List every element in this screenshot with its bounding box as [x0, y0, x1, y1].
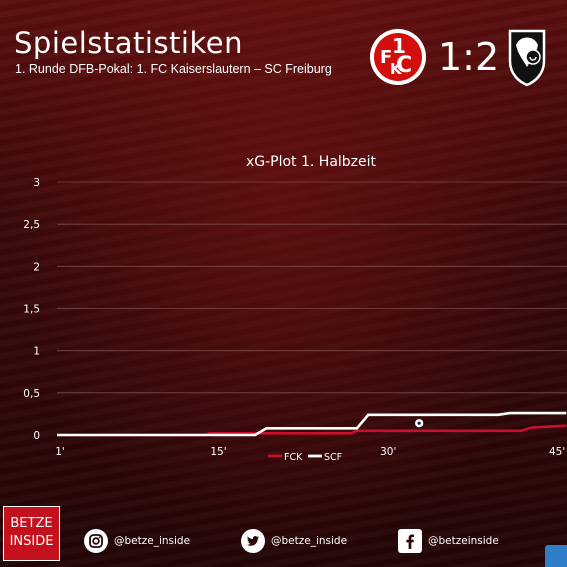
chart-legend: FCK SCF	[268, 452, 342, 463]
instagram-link[interactable]: @betze_inside	[84, 528, 190, 554]
fck-crest-icon: 1 F C K	[370, 29, 426, 85]
fck-crest-c: C	[396, 53, 413, 78]
goal-ball-icon	[414, 418, 425, 429]
x-tick-label: 30'	[380, 446, 396, 458]
instagram-handle: @betze_inside	[114, 535, 191, 547]
y-tick-label: 2	[33, 261, 40, 273]
twitter-icon	[241, 529, 265, 553]
twitter-link[interactable]: @betze_inside	[241, 528, 347, 554]
legend-label: SCF	[324, 452, 342, 463]
y-tick-label: 2,5	[23, 219, 40, 231]
match-score: 1:2	[438, 35, 500, 79]
corner-badge	[545, 545, 567, 567]
x-tick-label: 1'	[55, 446, 65, 458]
fck-crest-1: 1	[392, 34, 406, 58]
legend-item-fck: FCK	[268, 452, 303, 463]
match-subtitle: 1. Runde DFB-Pokal: 1. FC Kaiserslautern…	[15, 62, 332, 76]
page-title: Spielstatistiken	[14, 26, 243, 60]
y-tick-label: 1,5	[23, 304, 40, 316]
facebook-link[interactable]: @betzeinside	[398, 528, 499, 554]
twitter-handle: @betze_inside	[271, 535, 348, 547]
fck-crest-k: K	[390, 60, 402, 78]
series-line-scf	[57, 411, 567, 437]
x-axis-labels: 1' 15' 30' 45'	[55, 446, 565, 458]
y-tick-label: 1	[33, 346, 40, 358]
logo-line-1: BETZE	[10, 516, 53, 531]
legend-item-scf: SCF	[308, 452, 342, 463]
chart-gridlines	[57, 181, 567, 394]
betze-inside-logo: BETZE INSIDE	[3, 506, 60, 561]
facebook-icon	[398, 529, 422, 553]
facebook-handle: @betzeinside	[428, 535, 499, 547]
y-tick-label: 0,5	[23, 388, 40, 400]
chart-series	[57, 411, 567, 437]
y-tick-label: 0	[33, 430, 40, 442]
scf-crest-icon	[508, 29, 546, 87]
logo-line-2: INSIDE	[9, 534, 54, 549]
y-axis-labels: 0 0,5 1 1,5 2 2,5 3	[23, 177, 40, 442]
instagram-icon	[84, 529, 108, 553]
x-tick-label: 45'	[549, 446, 565, 458]
x-tick-label: 15'	[210, 446, 226, 458]
legend-label: FCK	[284, 452, 303, 463]
chart-title: xG-Plot 1. Halbzeit	[246, 154, 377, 170]
fck-crest-f: F	[380, 47, 393, 68]
y-tick-label: 3	[33, 177, 40, 189]
goal-markers	[414, 418, 425, 429]
xg-chart: xG-Plot 1. Halbzeit 0 0,5 1 1,5 2 2,5 3 1' 15' 3…	[23, 154, 567, 463]
